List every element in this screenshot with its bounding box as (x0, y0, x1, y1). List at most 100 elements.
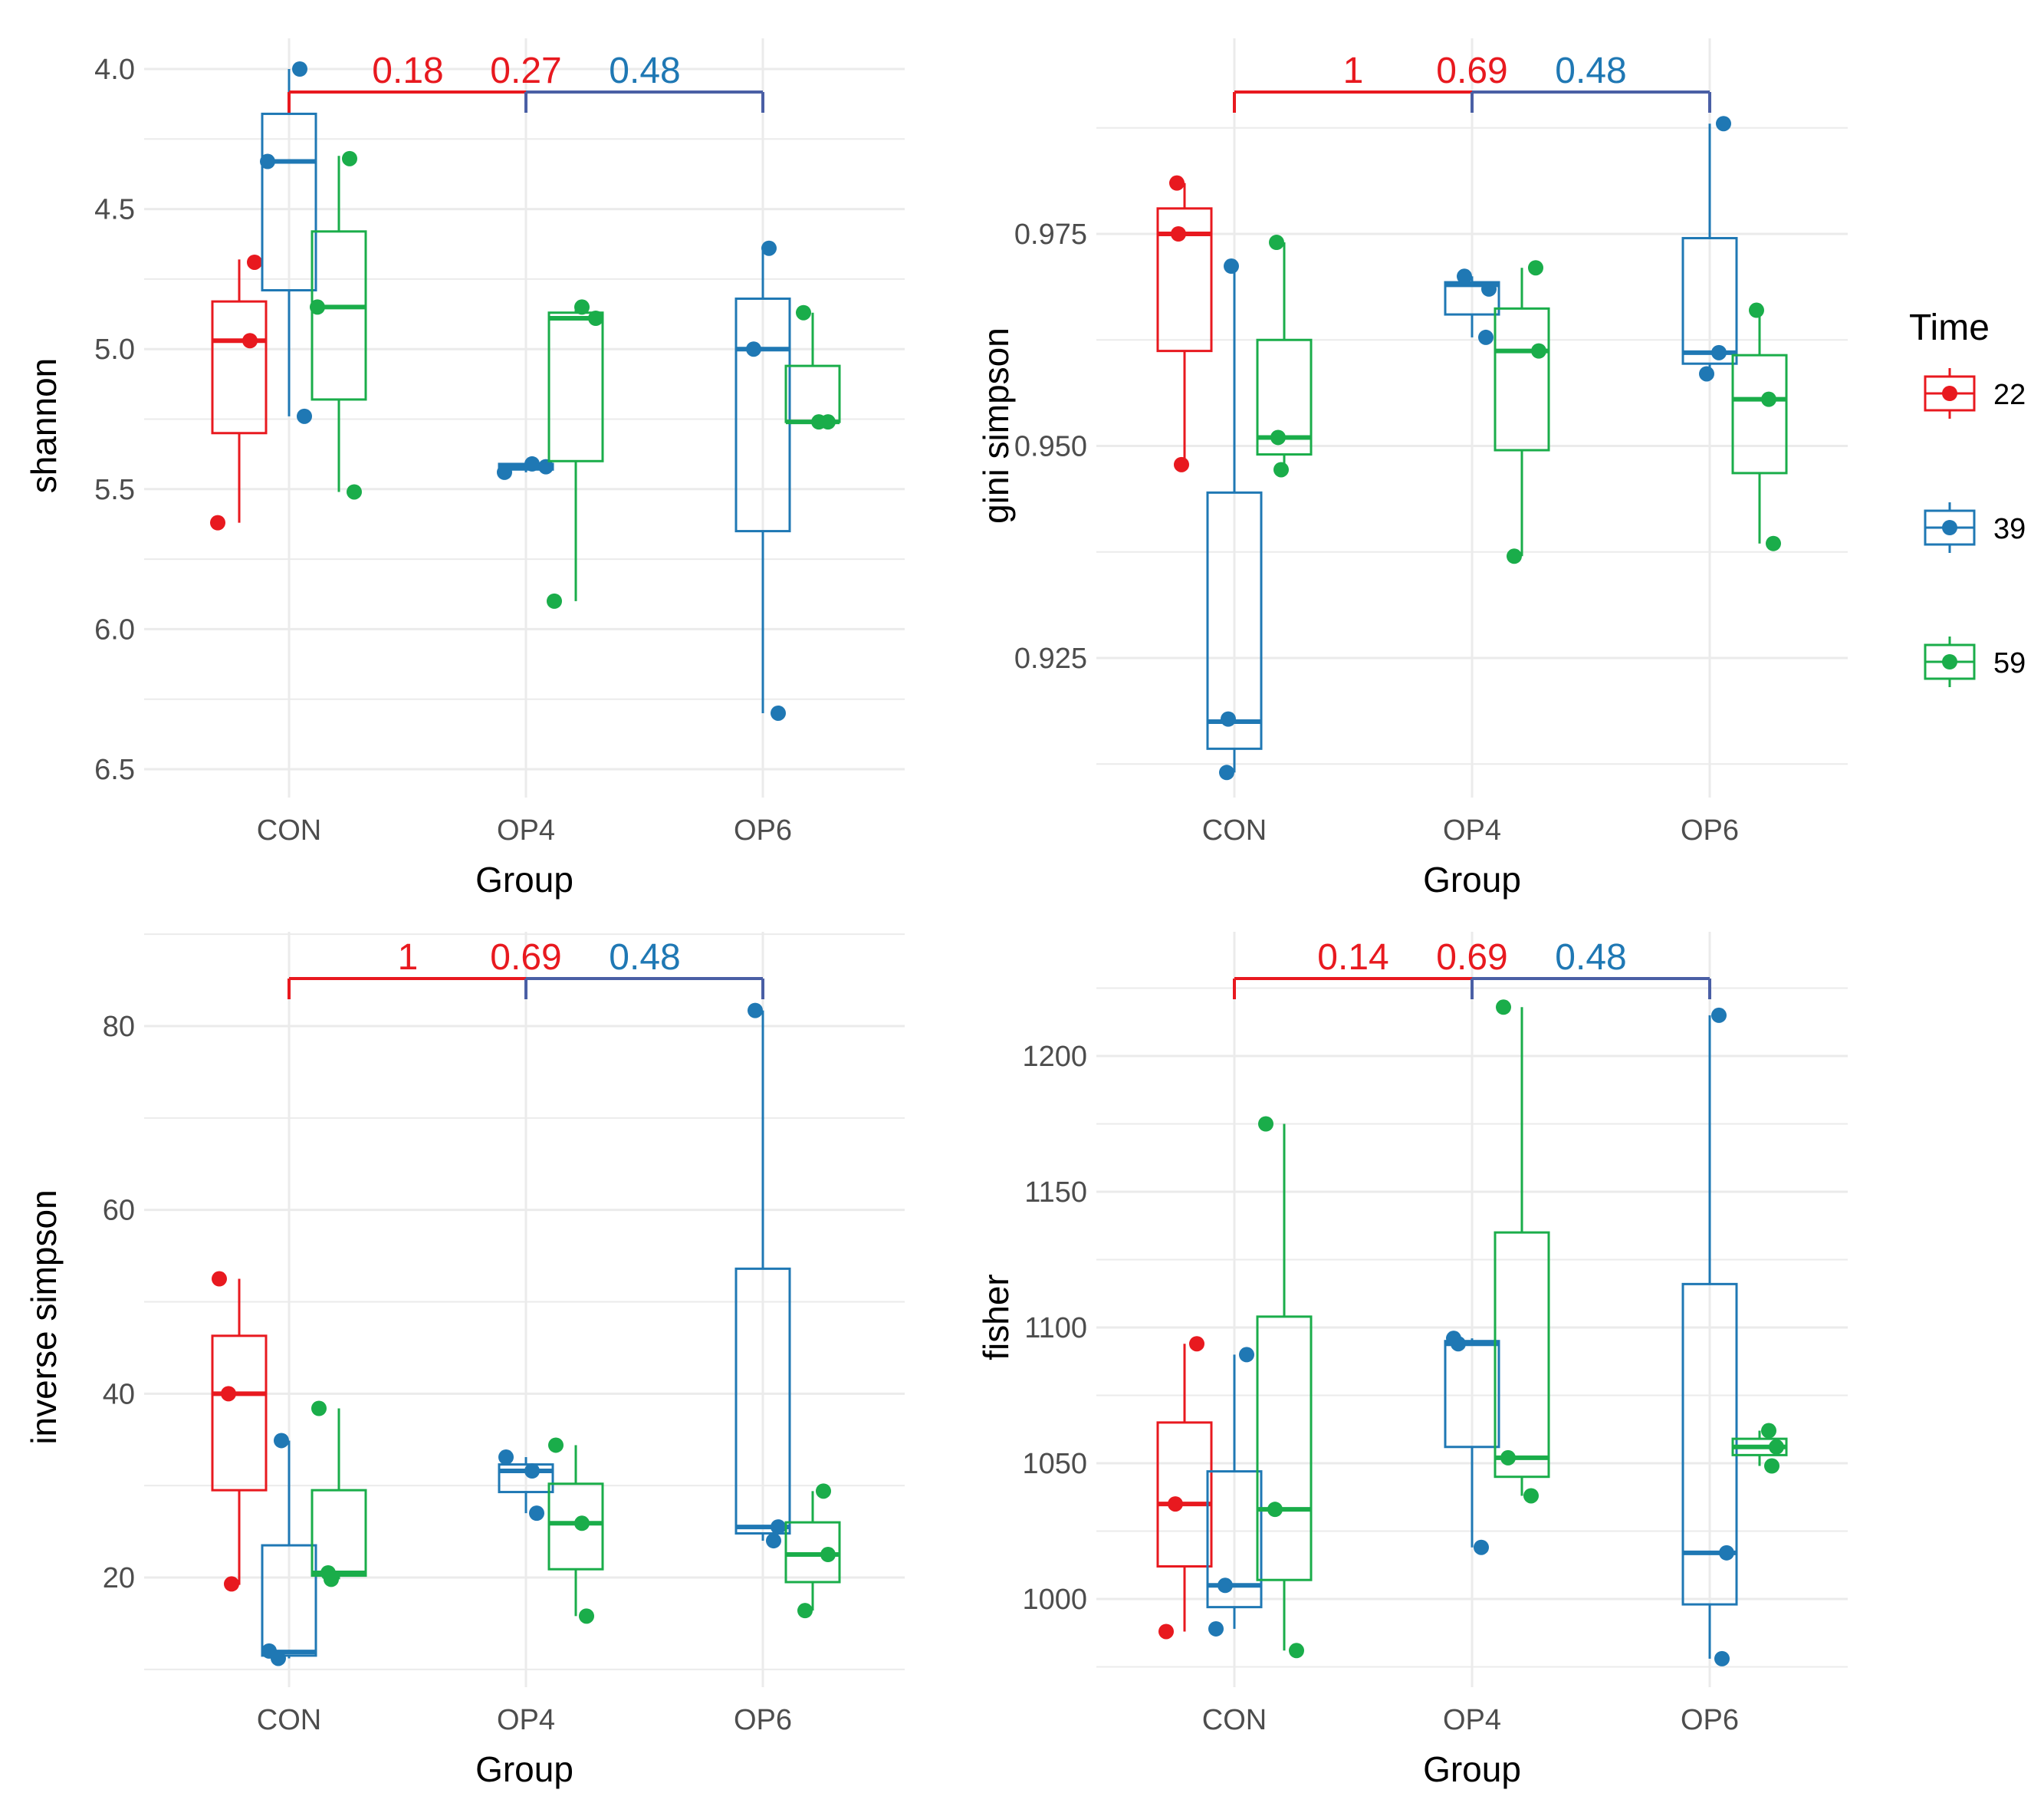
box-22-CON (1156, 175, 1213, 472)
y-tick-label: 1150 (1024, 1176, 1087, 1209)
x-tick-label: OP6 (734, 814, 792, 847)
box-body (211, 300, 268, 435)
y-tick-label: 80 (103, 1011, 135, 1043)
series-22 (1156, 175, 1213, 472)
box-body (1206, 1470, 1263, 1609)
data-point (310, 299, 325, 315)
data-point (1158, 1624, 1174, 1640)
data-point (761, 240, 777, 256)
data-point (212, 1271, 227, 1287)
data-point (1219, 765, 1234, 781)
y-tick-label: 0.950 (1014, 431, 1087, 463)
box-body (311, 1489, 367, 1577)
data-point (498, 1449, 514, 1466)
series-39 (1206, 116, 1738, 781)
series-22 (1156, 1336, 1213, 1640)
data-point (292, 61, 307, 77)
box-59-OP6 (1731, 302, 1788, 551)
y-tick-label: 1200 (1022, 1041, 1087, 1073)
data-point (547, 593, 562, 609)
x-tick-label: OP6 (1681, 1704, 1739, 1736)
data-point (1289, 1643, 1304, 1659)
box-body (1494, 1231, 1550, 1479)
series-59 (1256, 235, 1788, 564)
data-point (1269, 235, 1284, 251)
box-39-OP4 (1444, 268, 1500, 345)
box-body (547, 311, 604, 462)
p-value-first: 1 (1343, 51, 1364, 91)
grid (1096, 932, 1848, 1687)
legend-label: 59 (1993, 647, 2026, 679)
data-point (820, 1547, 836, 1563)
box-39-OP6 (734, 240, 791, 721)
significance-brackets: 0.18 0.27 0.48 (288, 51, 764, 113)
data-point (1699, 366, 1714, 382)
box-59-OP4 (547, 299, 604, 609)
data-point (1711, 1007, 1727, 1023)
legend-label: 22 (1993, 379, 2026, 411)
x-tick-label: OP4 (497, 814, 555, 847)
y-tick-label: 60 (103, 1195, 135, 1227)
p-value-second: 0.69 (1436, 937, 1507, 978)
box-body (1156, 207, 1213, 353)
box-22-CON (210, 254, 268, 531)
box-body (1156, 1421, 1213, 1568)
data-point (548, 1437, 564, 1453)
box-59-OP4 (547, 1437, 604, 1624)
box-body (261, 1544, 317, 1657)
x-axis-title: Group (475, 1749, 573, 1789)
box-body (734, 297, 791, 533)
data-point (1174, 456, 1189, 472)
data-point (766, 1533, 781, 1549)
data-point (746, 341, 761, 357)
panel-fisher: 1000 1050 1100 1150 1200 CON OP4 OP6 Group fisher… (976, 932, 1848, 1789)
data-point (588, 311, 603, 327)
y-axis-title: gini simpson (976, 327, 1016, 524)
x-axis-title: Group (1423, 860, 1521, 900)
panels: 4.0 4.5 5.0 5.5 6.0 6.5 CON OP4 OP6 Group shannon 0… (24, 38, 1848, 1789)
box-59-OP6 (1731, 1423, 1788, 1474)
data-point (1221, 711, 1236, 727)
data-point (260, 153, 275, 169)
box-body (311, 230, 367, 401)
data-point (1218, 1577, 1233, 1594)
p-value-third: 0.48 (609, 937, 680, 978)
data-point (497, 464, 512, 480)
box-59-CON (310, 150, 367, 500)
box-39-CON (1206, 258, 1263, 781)
box-body (1206, 491, 1263, 750)
data-point (347, 484, 362, 500)
y-tick-label: 1050 (1022, 1448, 1087, 1480)
panel-gini_simpson: 0.925 0.950 0.975 CON OP4 OP6 Group gini simpso… (976, 38, 1848, 900)
significance-brackets: 1 0.69 0.48 (1233, 51, 1711, 113)
data-point (1761, 391, 1776, 407)
data-point (210, 515, 225, 531)
x-tick-label: CON (257, 1704, 321, 1736)
data-point (1761, 1423, 1776, 1439)
data-point (1749, 302, 1764, 318)
x-tick-label: CON (1202, 1704, 1267, 1736)
box-body (1256, 338, 1313, 456)
data-point (1169, 175, 1185, 191)
box-59-CON (311, 1400, 367, 1587)
data-point (816, 1483, 831, 1499)
data-point (271, 1650, 286, 1666)
data-point (1208, 1620, 1224, 1637)
data-point (1523, 1488, 1539, 1504)
box-body (1256, 1315, 1313, 1581)
box-body (211, 1334, 268, 1492)
box-22-CON (211, 1271, 268, 1592)
legend-dot (1942, 386, 1957, 401)
data-point (1273, 462, 1289, 478)
series-59 (1256, 999, 1788, 1659)
legend-key-39: 39 (1924, 502, 2026, 553)
data-point (1446, 1331, 1461, 1347)
data-point (1224, 258, 1239, 275)
box-39-CON (1206, 1347, 1263, 1637)
box-body (1444, 1340, 1500, 1449)
p-value-third: 0.48 (1555, 937, 1626, 978)
data-point (1716, 116, 1731, 132)
x-tick-label: CON (257, 814, 321, 847)
data-point (311, 1400, 327, 1416)
box-59-CON (1256, 235, 1313, 478)
